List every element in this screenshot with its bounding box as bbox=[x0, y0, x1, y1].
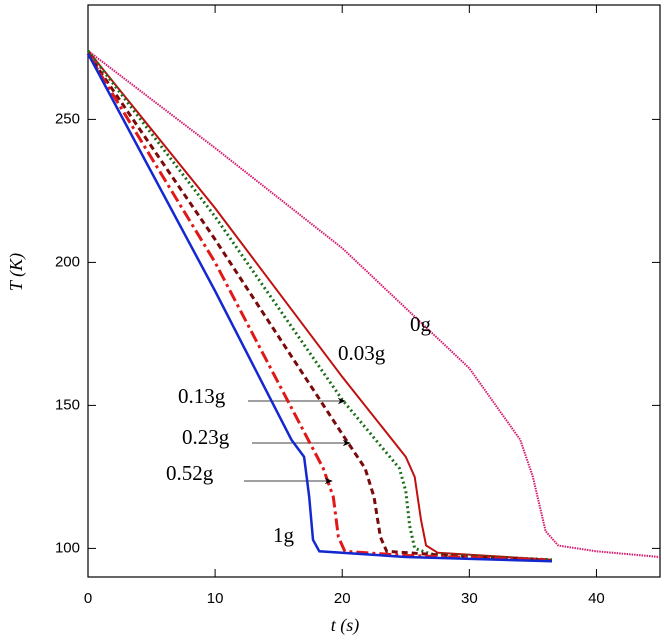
series-label: 0g bbox=[410, 312, 432, 336]
x-tick-label: 20 bbox=[334, 590, 351, 607]
y-tick-label: 150 bbox=[55, 396, 80, 413]
x-axis-label: t (s) bbox=[331, 615, 360, 636]
series-line bbox=[86, 52, 546, 562]
series-line bbox=[86, 52, 546, 562]
x-tick-label: 10 bbox=[207, 590, 224, 607]
y-tick-label: 100 bbox=[55, 539, 80, 556]
x-tick-label: 0 bbox=[84, 590, 92, 607]
series-label: 0.03g bbox=[338, 341, 386, 365]
series-line bbox=[86, 53, 553, 563]
series-label: 0.52g bbox=[166, 461, 214, 485]
series-line bbox=[87, 50, 661, 558]
y-tick-label: 200 bbox=[55, 253, 80, 270]
series-label: 1g bbox=[273, 523, 295, 547]
y-tick-label: 250 bbox=[55, 110, 80, 127]
series-label: 0.13g bbox=[178, 384, 226, 408]
x-tick-label: 40 bbox=[588, 590, 605, 607]
x-tick-label: 30 bbox=[461, 590, 478, 607]
series-line bbox=[87, 50, 553, 561]
series-label: 0.23g bbox=[182, 425, 230, 449]
series-line bbox=[86, 49, 553, 562]
plot-frame bbox=[87, 4, 661, 578]
y-axis-label: T (K) bbox=[6, 253, 27, 291]
